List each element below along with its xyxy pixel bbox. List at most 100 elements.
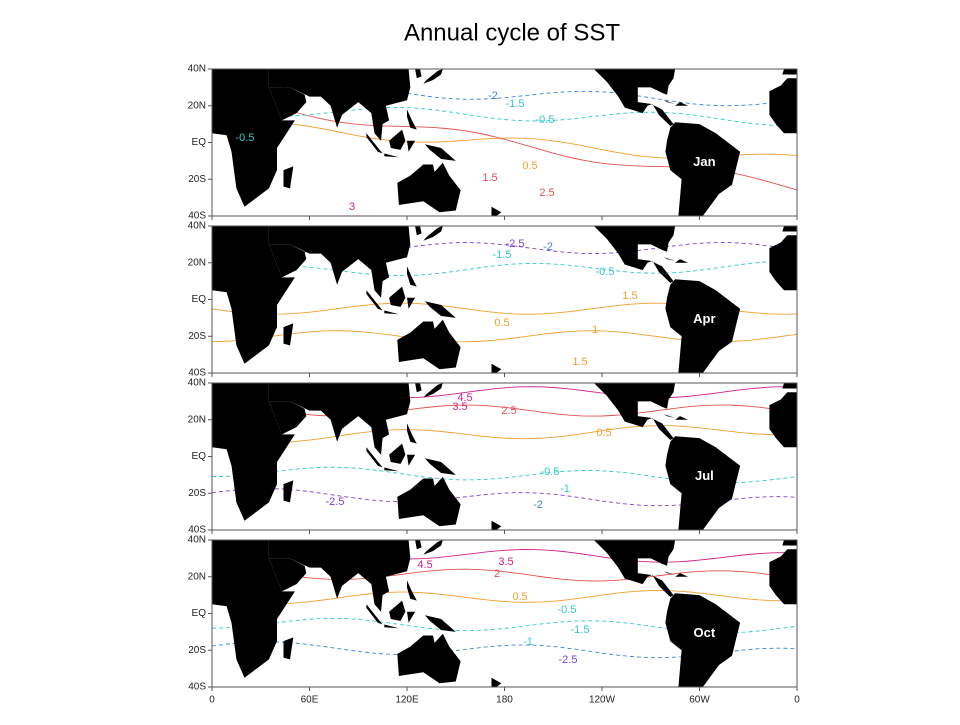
land (415, 226, 422, 236)
land (212, 226, 295, 364)
land (665, 436, 741, 530)
contour-label: -1.5 (506, 98, 525, 110)
land (415, 540, 422, 550)
land (283, 480, 294, 503)
lat-label: 20S (188, 331, 206, 342)
land (397, 476, 461, 527)
contour-label: 1 (592, 324, 598, 336)
land (423, 540, 443, 555)
contour-label: 1.5 (482, 172, 497, 184)
contour-label: 1.5 (572, 356, 587, 368)
map-area: 4.53.5 2.5 0.5 -0.5-1 -2 -2.5 (212, 383, 797, 530)
land (782, 383, 797, 389)
contour-label: -0.5 (236, 132, 255, 144)
land (407, 454, 416, 466)
land (665, 593, 741, 687)
contour-label: 4.5 (417, 559, 432, 571)
land (593, 383, 676, 440)
contour-line (212, 404, 797, 417)
lon-label: 120W (589, 695, 616, 706)
lat-label: EQ (192, 608, 207, 619)
contour-line (212, 106, 797, 127)
land (212, 540, 295, 678)
land (415, 383, 422, 393)
land (675, 573, 689, 577)
contour-label: -2.5 (326, 496, 345, 508)
contour-label: 4.5 (457, 392, 472, 404)
contour-line (212, 425, 797, 444)
land (675, 416, 689, 420)
land (397, 633, 461, 684)
lon-label: 180 (496, 695, 513, 706)
land (407, 611, 416, 623)
land (769, 235, 797, 291)
map-area: -2.5 -2 -1.5 -0.5 1.5 1 0.5 1.5 (212, 226, 797, 373)
panel-label: Jul (695, 468, 714, 483)
panel-label: Apr (693, 311, 715, 326)
lat-label: EQ (192, 451, 207, 462)
lat-label: 40N (188, 221, 206, 232)
land (389, 286, 406, 307)
map-area: -2 -1.5 -0.5 -0.5 0.5 1.5 2.5 3 (212, 69, 797, 216)
land (675, 259, 689, 263)
land (397, 319, 461, 370)
land (268, 87, 307, 121)
lat-label: 40S (188, 525, 206, 536)
land (423, 383, 443, 398)
contour-label: 3 (349, 201, 355, 213)
land (769, 392, 797, 448)
land (424, 615, 456, 632)
land (491, 520, 502, 530)
contour-label: 1.5 (622, 290, 637, 302)
land (424, 144, 456, 161)
lat-label: 40S (188, 682, 206, 693)
contour-label: 0.5 (494, 317, 509, 329)
lat-label: 40S (188, 211, 206, 222)
land (268, 401, 307, 435)
contour-label: -0.5 (596, 266, 615, 278)
contour-label: 0.5 (596, 427, 611, 439)
map-panel: 4.53.5 2.5 0.5 -0.5-1 -2 -2.5 40N 20N EQ 20S 40S Ju… (188, 378, 798, 536)
lon-label: 0 (794, 695, 800, 706)
contour-label: -1.5 (571, 624, 590, 636)
land (212, 383, 295, 521)
lat-label: 20N (188, 571, 206, 582)
land (769, 78, 797, 134)
land (665, 279, 741, 373)
land (663, 100, 676, 104)
contour-label: -0.5 (558, 604, 577, 616)
contour-label: -0.5 (536, 114, 555, 126)
lon-label: 0 (209, 695, 215, 706)
land (283, 323, 294, 346)
lat-label: 40N (188, 378, 206, 389)
land (423, 69, 443, 84)
land (782, 540, 797, 546)
land (593, 226, 676, 283)
contour-label: 2.5 (539, 187, 554, 199)
contour-label: -2.5 (559, 654, 578, 666)
map-area: 4.5 3.52 0.5 -0.5 -1.5 -1 -2.5 (212, 540, 797, 687)
map-panel: -2.5 -2 -1.5 -0.5 1.5 1 0.5 1.5 40N 20N EQ 20S 40S Ap… (188, 221, 798, 379)
land (424, 458, 456, 475)
contour-label: 3.5 (498, 556, 513, 568)
lat-label: EQ (192, 137, 207, 148)
panel-label: Jan (693, 154, 715, 169)
contour-label: -1.5 (493, 249, 512, 261)
land (593, 69, 676, 126)
land (423, 226, 443, 241)
contour-line (212, 590, 797, 605)
land (407, 423, 417, 444)
land (389, 600, 406, 621)
contour-label: -0.5 (541, 466, 560, 478)
lat-label: 20S (188, 488, 206, 499)
land (268, 226, 411, 298)
lat-label: 20N (188, 414, 206, 425)
contour-label: 0.5 (512, 591, 527, 603)
panel-label: Oct (694, 625, 716, 640)
land (389, 443, 406, 464)
land (665, 122, 741, 216)
land (675, 102, 689, 106)
contour-label: -2.5 (506, 238, 525, 250)
lat-label: 20S (188, 645, 206, 656)
